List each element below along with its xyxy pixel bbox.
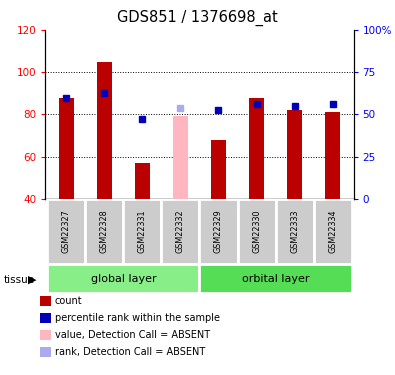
Bar — [47, 199, 85, 264]
Bar — [237, 199, 276, 264]
Text: orbital layer: orbital layer — [242, 274, 309, 284]
Bar — [85, 199, 123, 264]
Text: percentile rank within the sample: percentile rank within the sample — [55, 313, 220, 323]
Text: rank, Detection Call = ABSENT: rank, Detection Call = ABSENT — [55, 347, 205, 357]
Text: GSM22330: GSM22330 — [252, 210, 261, 254]
Bar — [123, 199, 162, 264]
Text: tissue: tissue — [4, 275, 35, 285]
Text: GDS851 / 1376698_at: GDS851 / 1376698_at — [117, 9, 278, 26]
Bar — [287, 110, 302, 199]
Bar — [314, 199, 352, 264]
Bar — [47, 264, 199, 293]
Bar — [162, 199, 199, 264]
Bar — [249, 98, 264, 199]
Bar — [199, 264, 352, 293]
Bar — [325, 112, 340, 199]
Text: GSM22331: GSM22331 — [138, 210, 147, 254]
Bar — [59, 98, 73, 199]
Bar — [276, 199, 314, 264]
Text: GSM22332: GSM22332 — [176, 210, 185, 254]
Text: GSM22334: GSM22334 — [328, 210, 337, 254]
Text: GSM22327: GSM22327 — [62, 210, 71, 254]
Bar — [173, 117, 188, 199]
Bar — [211, 140, 226, 199]
Text: value, Detection Call = ABSENT: value, Detection Call = ABSENT — [55, 330, 210, 340]
Text: GSM22329: GSM22329 — [214, 210, 223, 254]
Bar — [135, 163, 150, 199]
Text: GSM22328: GSM22328 — [100, 210, 109, 254]
Text: global layer: global layer — [90, 274, 156, 284]
Bar — [199, 199, 237, 264]
Text: count: count — [55, 296, 82, 306]
Text: GSM22333: GSM22333 — [290, 210, 299, 254]
Bar — [97, 62, 112, 199]
Text: ▶: ▶ — [28, 275, 37, 285]
